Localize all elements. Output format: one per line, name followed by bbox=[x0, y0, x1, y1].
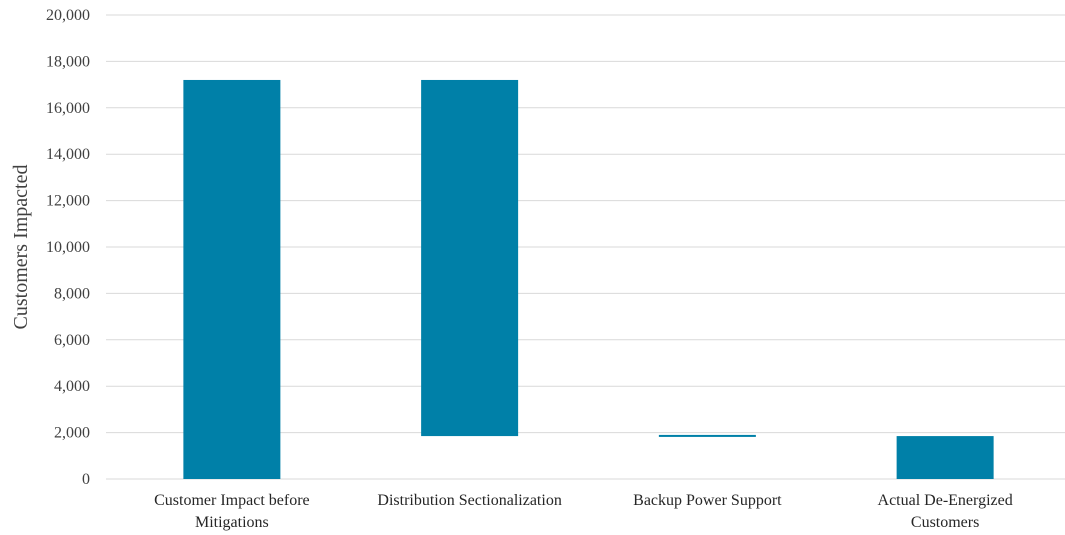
y-tick-label: 0 bbox=[82, 471, 90, 488]
x-category-label: Backup Power Support bbox=[633, 492, 782, 509]
x-category-label: Actual De-Energized bbox=[878, 492, 1013, 509]
x-category-label: Customer Impact before bbox=[154, 492, 310, 509]
y-axis-title: Customers Impacted bbox=[10, 165, 32, 330]
y-tick-label: 10,000 bbox=[46, 239, 90, 256]
bars bbox=[183, 79, 994, 480]
bar bbox=[658, 434, 756, 437]
bar bbox=[421, 79, 519, 437]
y-axis-tick-labels: 0 2,000 4,000 6,000 8,000 10,000 12,000 14,000 1… bbox=[46, 7, 90, 488]
x-category-label: Distribution Sectionalization bbox=[377, 492, 561, 509]
x-category-label: Customers bbox=[911, 514, 979, 531]
y-tick-label: 8,000 bbox=[54, 285, 90, 302]
y-tick-label: 20,000 bbox=[46, 7, 90, 24]
x-axis-category-labels: Customer Impact before Mitigations Distrib… bbox=[154, 492, 1013, 531]
bar bbox=[896, 436, 994, 479]
bar bbox=[183, 79, 281, 480]
y-tick-label: 12,000 bbox=[46, 193, 90, 210]
y-tick-label: 6,000 bbox=[54, 332, 90, 349]
x-category-label: Mitigations bbox=[195, 514, 269, 531]
y-tick-label: 18,000 bbox=[46, 53, 90, 70]
y-tick-label: 4,000 bbox=[54, 378, 90, 395]
y-tick-label: 2,000 bbox=[54, 425, 90, 442]
y-tick-label: 16,000 bbox=[46, 100, 90, 117]
y-tick-label: 14,000 bbox=[46, 146, 90, 163]
